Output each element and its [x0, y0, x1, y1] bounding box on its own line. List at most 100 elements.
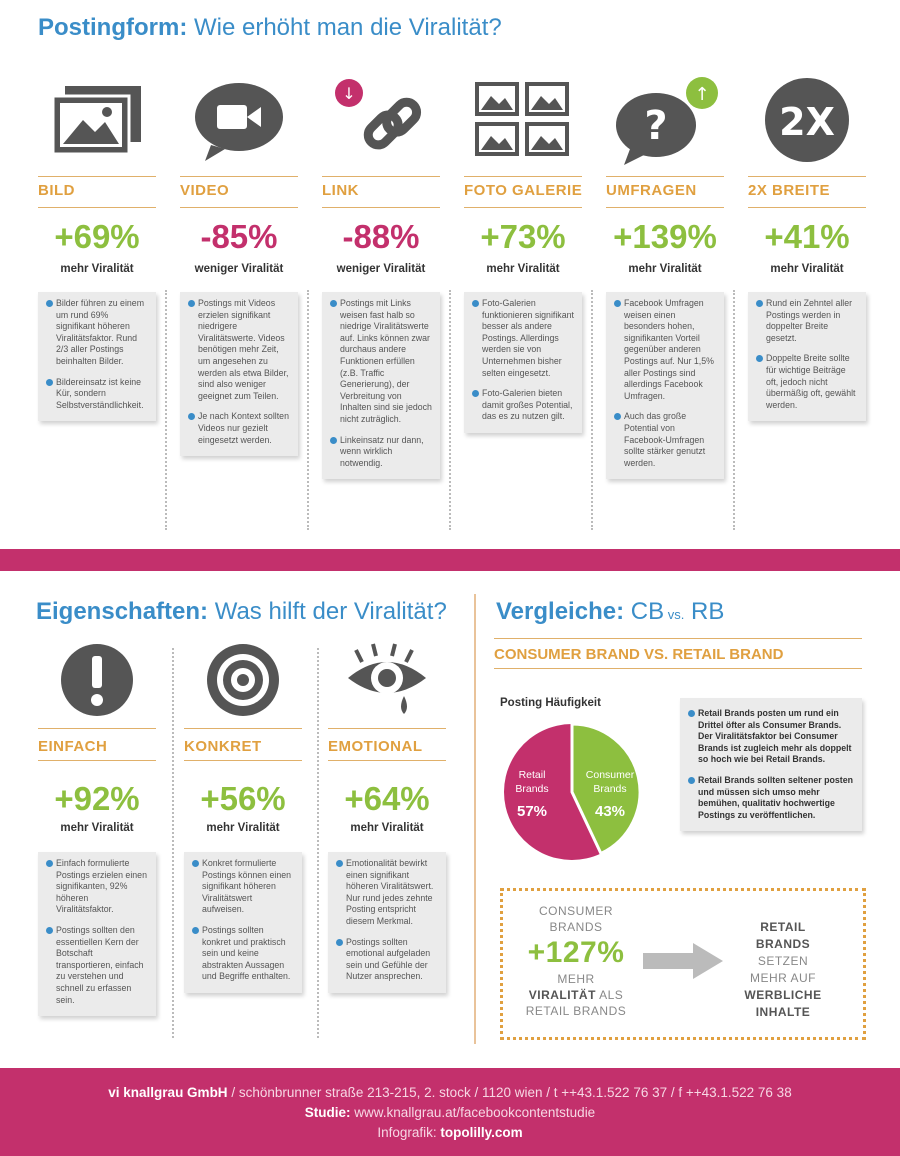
category-label: EINFACH [38, 738, 108, 755]
note: Konkret formulierte Postings können eine… [192, 858, 294, 916]
category-label: KONKRET [184, 738, 262, 755]
svg-text:2X: 2X [779, 100, 835, 144]
exclamation-icon [38, 640, 156, 720]
section-title-postingform: Postingform: Wie erhöht man die Viralitä… [38, 14, 502, 41]
note: Bildereinsatz ist keine Kür, sondern Sel… [46, 377, 148, 412]
percent-caption: mehr Viralität [206, 822, 280, 834]
target-icon [184, 640, 302, 720]
percent-value: +69% [54, 218, 140, 255]
note: Postings sollten konkret und praktisch s… [192, 925, 294, 983]
category-label: LINK [322, 182, 359, 199]
pie-slice-consumer [570, 722, 642, 856]
eigenschaft-column-2: EMOTIONAL +64% mehr Viralität Emotionalität… [328, 640, 446, 1040]
percent-caption: mehr Viralität [60, 263, 134, 275]
double-width-icon: 2X [748, 70, 866, 170]
note-card: Konkret formulierte Postings können eine… [184, 852, 302, 993]
pie-slice-retail [504, 724, 601, 860]
compare-subtitle: CONSUMER BRAND VS. RETAIL BRAND [494, 646, 784, 663]
note-card: Rund ein Zehntel aller Postings werden i… [748, 292, 866, 422]
pie-label-consumer-1: Consumer [586, 769, 635, 781]
pie-value-retail: 57% [517, 803, 547, 820]
category-label: 2X BREITE [748, 182, 831, 199]
note-card: Facebook Umfragen weisen einen besonders… [606, 292, 724, 480]
svg-text:↓: ↓ [342, 84, 355, 103]
category-label: EMOTIONAL [328, 738, 423, 755]
footer: vi knallgrau GmbH / schönbrunner straße … [0, 1068, 900, 1156]
percent-caption: weniger Viralität [194, 263, 284, 275]
note-card: Emotionalität bewirkt einen signifikant … [328, 852, 446, 993]
eigenschaft-column-1: KONKRET +56% mehr Viralität Konkret formuli… [184, 640, 302, 1040]
percent-value: +56% [200, 780, 286, 817]
postingform-column-2: ↓ LINK -88% weniger Viralität Postings mit L… [322, 60, 440, 530]
video-camera-icon [180, 70, 298, 170]
photo-gallery-icon [464, 70, 582, 170]
crying-eye-icon [328, 640, 446, 720]
note: Je nach Kontext sollten Videos nur gezie… [188, 411, 290, 446]
percent-caption: mehr Viralität [60, 822, 134, 834]
category-label: UMFRAGEN [606, 182, 697, 199]
section-title-vergleiche: Vergleiche: CB vs. RB [496, 598, 725, 625]
note: Postings mit Videos erzielen signifikant… [188, 298, 290, 402]
note: Rund ein Zehntel aller Postings werden i… [756, 298, 858, 344]
note: Emotionalität bewirkt einen signifikant … [336, 858, 438, 928]
note: Postings sollten emotional aufgeladen se… [336, 937, 438, 983]
percent-caption: mehr Viralität [628, 263, 702, 275]
note-card: Postings mit Links weisen fast halb so n… [322, 292, 440, 480]
comparison-left: CONSUMER BRANDS +127% MEHR VIRALITÄT ALS… [511, 903, 641, 1019]
arrow-right-icon [643, 943, 723, 979]
image-icon [38, 70, 156, 170]
eigenschaft-column-0: EINFACH +92% mehr Viralität Einfach formuli… [38, 640, 156, 1040]
note: Doppelte Breite sollte für wichtige Beit… [756, 353, 858, 411]
note-card: Foto-Galerien funktionieren signifikant … [464, 292, 582, 433]
category-label: FOTO GALERIE [464, 182, 583, 199]
infografik-link[interactable]: topolilly.com [436, 1125, 523, 1140]
pie-label-retail-1: Retail [519, 769, 546, 781]
note-card: Einfach formulierte Postings erzielen ei… [38, 852, 156, 1017]
section-separator [474, 594, 476, 1044]
note: Foto-Galerien bieten damit großes Potent… [472, 388, 574, 423]
note: Linkeinsatz nur dann, wenn wirklich notw… [330, 435, 432, 470]
percent-caption: mehr Viralität [486, 263, 560, 275]
section-title-eigenschaften: Eigenschaften: Was hilft der Viralität? [36, 598, 447, 625]
chart-title: Posting Häufigkeit [500, 697, 601, 709]
percent-value: +64% [344, 780, 430, 817]
section-divider-band [0, 549, 900, 571]
pie-label-retail-2: Brands [515, 783, 548, 795]
postingform-column-0: BILD +69% mehr Viralität Bilder führen zu e… [38, 60, 156, 530]
category-label: BILD [38, 182, 75, 199]
percent-value: +92% [54, 780, 140, 817]
chain-link-icon: ↓ [322, 70, 440, 170]
percent-value: +139% [613, 218, 717, 255]
percent-value: -85% [200, 218, 278, 255]
comparison-right: RETAIL BRANDS SETZEN MEHR AUF WERBLICHE … [744, 920, 822, 1019]
posting-frequency-pie-chart: Retail Brands 57% Consumer Brands 43% [504, 722, 642, 860]
postingform-column-3: FOTO GALERIE +73% mehr Viralität Foto-Galer… [464, 60, 582, 530]
note: Einfach formulierte Postings erzielen ei… [46, 858, 148, 916]
note: Auch das große Potential von Facebook-Um… [614, 411, 716, 469]
postingform-column-5: 2X 2X BREITE +41% mehr Viralität Rund ein Ze… [748, 60, 866, 530]
pie-value-consumer: 43% [595, 803, 625, 820]
postingform-column-4: ? ↑ UMFRAGEN +139% mehr Viralität Facebook Um… [606, 60, 724, 530]
percent-value: -88% [342, 218, 420, 255]
compare-note-1: Retail Brands posten um rund ein Drittel… [688, 708, 854, 766]
category-label: VIDEO [180, 182, 230, 199]
note: Postings mit Links weisen fast halb so n… [330, 298, 432, 426]
percent-value: +41% [764, 218, 850, 255]
note: Facebook Umfragen weisen einen besonders… [614, 298, 716, 402]
pie-label-consumer-2: Brands [593, 783, 626, 795]
percent-caption: mehr Viralität [770, 263, 844, 275]
note: Bilder führen zu einem um rund 69% signi… [46, 298, 148, 368]
studie-link[interactable]: www.knallgrau.at/facebookcontentstudie [350, 1105, 596, 1120]
percent-caption: mehr Viralität [350, 822, 424, 834]
postingform-column-1: VIDEO -85% weniger Viralität Postings mit V… [180, 60, 298, 530]
svg-text:?: ? [644, 103, 667, 149]
note-card: Bilder führen zu einem um rund 69% signi… [38, 292, 156, 422]
percent-value: +73% [480, 218, 566, 255]
percent-caption: weniger Viralität [336, 263, 426, 275]
question-bubble-icon: ? ↑ [606, 70, 724, 170]
note-card: Postings mit Videos erzielen signifikant… [180, 292, 298, 457]
note: Foto-Galerien funktionieren signifikant … [472, 298, 574, 379]
note: Postings sollten den essentiellen Kern d… [46, 925, 148, 1006]
compare-note-2: Retail Brands sollten seltener posten un… [688, 775, 854, 821]
compare-note-card: Retail Brands posten um rund ein Drittel… [680, 698, 862, 832]
